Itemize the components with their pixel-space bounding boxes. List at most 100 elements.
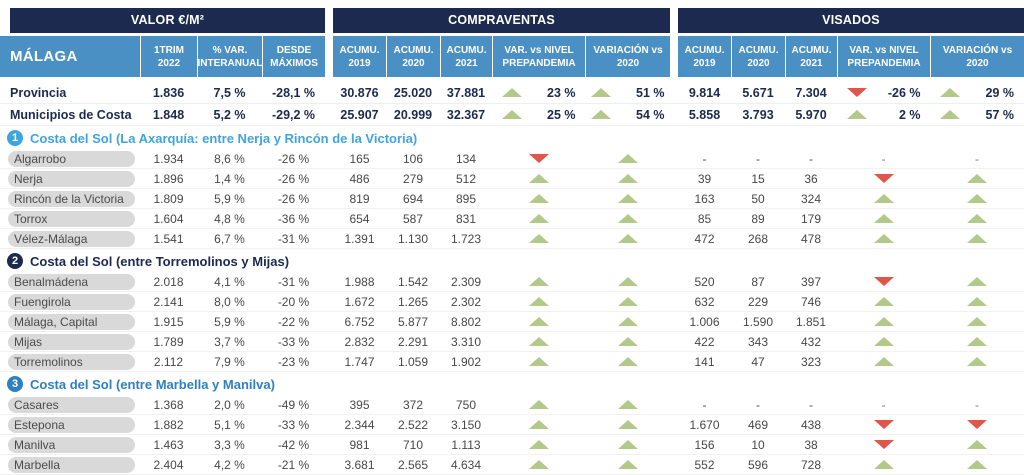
trend-up-icon xyxy=(617,277,638,286)
column-header-var-interanual: % VAR. INTERANUAL xyxy=(197,36,263,77)
trend-up-icon xyxy=(617,440,638,449)
trend-value: 2 % xyxy=(898,107,921,122)
trend-cell: - xyxy=(837,152,930,166)
value-cell: 106 xyxy=(402,151,424,166)
value-cell: 2.018 xyxy=(153,274,184,289)
value-cell: 5,9 % xyxy=(214,314,245,329)
value-cell: 1.463 xyxy=(153,437,184,452)
value-cell: -26 % xyxy=(277,191,310,206)
value-cell: 2.344 xyxy=(344,417,375,432)
trend-cell xyxy=(492,154,585,163)
value-cell: 1.988 xyxy=(344,274,375,289)
trend-cell xyxy=(492,214,585,223)
value-cell: 4,2 % xyxy=(214,457,245,472)
trend-cell xyxy=(585,297,670,306)
trend-up-icon xyxy=(873,214,894,223)
column-header-vs-acumu-2019: ACUMU. 2019 xyxy=(678,36,731,77)
table-row: Fuengirola 2.141 8,0 % -20 % 1.672 1.265 2.302… xyxy=(0,292,1024,312)
trend-cell xyxy=(837,174,930,183)
value-cell: -28,1 % xyxy=(271,85,316,100)
trend-cell xyxy=(585,440,670,449)
trend-cell xyxy=(930,277,1024,286)
trend-cell xyxy=(492,194,585,203)
table-row: Municipios de Costa 1.848 5,2 % -29,2 % 25.9… xyxy=(0,104,1024,126)
value-cell: 2.291 xyxy=(397,334,429,349)
value-cell: 10 xyxy=(751,437,765,452)
trend-up-icon xyxy=(528,234,549,243)
value-cell: 1.882 xyxy=(153,417,184,432)
value-cell: 32.367 xyxy=(446,107,486,122)
trend-cell xyxy=(930,317,1024,326)
trend-up-icon xyxy=(501,88,522,97)
value-cell: 4,1 % xyxy=(214,274,245,289)
column-header-cv-acumu-2021: ACUMU. 2021 xyxy=(440,36,492,77)
trend-cell: 57 % xyxy=(930,108,1024,122)
trend-up-icon xyxy=(967,357,987,366)
value-cell: 7.304 xyxy=(795,85,827,100)
value-cell: -33 % xyxy=(277,417,310,432)
trend-cell xyxy=(837,460,930,469)
trend-value: 29 % xyxy=(985,85,1015,100)
value-cell: 1.896 xyxy=(153,171,184,186)
trend-cell: - xyxy=(930,152,1024,166)
value-cell: 9.814 xyxy=(688,85,721,100)
value-cell: -26 % xyxy=(277,171,310,186)
value-cell: 2.565 xyxy=(397,457,429,472)
value-cell: -26 % xyxy=(277,151,310,166)
trend-cell: 25 % xyxy=(492,108,585,122)
table-row: Torremolinos 2.112 7,9 % -23 % 1.747 1.059 1.9… xyxy=(0,352,1024,372)
trend-up-icon xyxy=(967,277,987,286)
value-cell: 1.902 xyxy=(450,354,482,369)
trend-cell xyxy=(837,234,930,243)
trend-cell: - xyxy=(837,398,930,412)
column-header-cv-acumu-2019: ACUMU. 2019 xyxy=(333,36,386,77)
trend-up-icon xyxy=(617,357,638,366)
value-cell: 1,4 % xyxy=(214,171,245,186)
value-cell: -23 % xyxy=(277,354,310,369)
value-cell: 279 xyxy=(402,171,424,186)
value-cell: 5.877 xyxy=(397,314,429,329)
column-header-cv-acumu-2020: ACUMU. 2020 xyxy=(386,36,440,77)
value-cell: 750 xyxy=(455,397,477,412)
value-cell: 2.112 xyxy=(153,354,184,369)
value-cell: 2.141 xyxy=(153,294,184,309)
value-cell: 1.848 xyxy=(152,107,185,122)
trend-up-icon xyxy=(873,357,894,366)
trend-up-icon xyxy=(528,420,549,429)
column-header-vs-acumu-2021: ACUMU. 2021 xyxy=(785,36,837,77)
trend-cell xyxy=(837,277,930,286)
trend-cell xyxy=(837,194,930,203)
trend-value: 25 % xyxy=(547,107,576,122)
trend-up-icon xyxy=(528,317,549,326)
municipality-pill: Torrox xyxy=(8,210,135,227)
value-cell: 1.670 xyxy=(689,417,720,432)
value-cell: 1.672 xyxy=(344,294,375,309)
trend-up-icon xyxy=(873,337,894,346)
value-cell: 3.793 xyxy=(742,107,774,122)
trend-up-icon xyxy=(940,88,960,97)
trend-up-icon xyxy=(617,297,638,306)
value-cell: 4.634 xyxy=(450,457,482,472)
trend-cell xyxy=(930,297,1024,306)
value-cell: 37.881 xyxy=(446,85,486,100)
trend-up-icon xyxy=(967,337,987,346)
value-cell: 8,0 % xyxy=(214,294,245,309)
trend-value: 23 % xyxy=(547,85,576,100)
trend-cell xyxy=(492,277,585,286)
value-cell: 1.542 xyxy=(397,274,429,289)
value-cell: 89 xyxy=(751,211,765,226)
value-cell: 25.020 xyxy=(393,85,433,100)
value-cell: 469 xyxy=(747,417,769,432)
trend-up-icon xyxy=(617,317,638,326)
value-cell: 36 xyxy=(804,171,818,186)
trend-cell xyxy=(837,214,930,223)
trend-up-icon xyxy=(528,400,549,409)
value-cell: 895 xyxy=(455,191,477,206)
row-label: Provincia xyxy=(10,85,67,100)
trend-down-icon xyxy=(873,277,894,286)
trend-cell xyxy=(837,297,930,306)
value-cell: -31 % xyxy=(277,231,310,246)
table-row: Benalmádena 2.018 4,1 % -31 % 1.988 1.542 2.30… xyxy=(0,272,1024,292)
trend-up-icon xyxy=(528,460,549,469)
